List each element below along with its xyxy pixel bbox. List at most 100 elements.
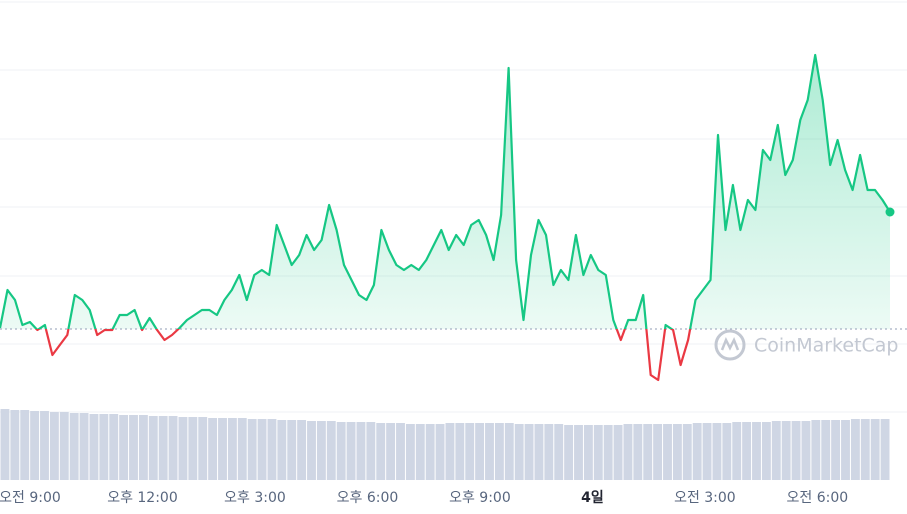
volume-bar — [49, 412, 59, 480]
volume-bar — [653, 424, 663, 480]
volume-bar — [297, 420, 307, 480]
volume-bar — [485, 423, 494, 480]
price-line-up — [0, 53, 891, 329]
volume-bar — [396, 423, 405, 480]
volume-bar — [158, 416, 168, 480]
volume-bar — [89, 414, 99, 480]
volume-bar — [79, 413, 89, 480]
volume-bar — [386, 423, 396, 480]
x-tick-label: 오전 3:00 — [674, 490, 736, 506]
volume-bar — [831, 420, 841, 480]
volume-bar — [722, 423, 732, 480]
volume-bar — [168, 416, 178, 480]
volume-bar — [405, 424, 415, 480]
volume-bar — [188, 417, 198, 480]
volume-bar — [791, 421, 801, 480]
volume-bar — [307, 421, 316, 480]
volume-bar — [583, 425, 593, 480]
x-tick-label: 오전 9:00 — [0, 490, 61, 506]
volume-bar — [494, 423, 504, 480]
volume-bar — [208, 418, 218, 480]
x-tick-label: 오후 6:00 — [337, 490, 399, 506]
volume-bar — [129, 415, 138, 480]
volume-bar — [99, 414, 109, 480]
volume-bar — [40, 411, 49, 480]
volume-bar — [702, 423, 712, 480]
volume-bar — [415, 424, 425, 480]
watermark-text: CoinMarketCap — [754, 335, 899, 357]
volume-bar — [227, 418, 237, 480]
volume-bar — [781, 421, 791, 480]
volume-bar — [633, 424, 643, 480]
volume-bar — [178, 417, 188, 480]
volume-bar — [376, 423, 386, 480]
volume-bar — [544, 424, 554, 480]
volume-bar — [613, 425, 623, 480]
volume-bar — [198, 417, 208, 480]
volume-bar — [59, 412, 69, 480]
volume-bar — [732, 422, 742, 480]
volume-bar — [218, 418, 227, 480]
last-point — [885, 207, 895, 217]
volume-bar — [603, 425, 613, 480]
volume-bar — [20, 410, 30, 480]
volume-bar — [574, 425, 583, 480]
x-tick-label: 오후 3:00 — [224, 490, 286, 506]
volume-bar — [257, 419, 267, 480]
volume-bar — [435, 424, 445, 480]
volume-bar — [69, 413, 79, 480]
x-tick-label: 오후 12:00 — [107, 490, 178, 506]
volume-bar — [119, 415, 129, 480]
volume-bar — [455, 423, 465, 480]
volume-bar — [504, 423, 514, 480]
volume-bar — [514, 424, 524, 480]
volume-bar — [672, 424, 682, 480]
volume-bar — [761, 422, 771, 480]
volume-bar — [771, 421, 781, 480]
volume-bar — [475, 423, 485, 480]
volume-bar — [30, 411, 40, 480]
volume-bar — [356, 422, 366, 480]
volume-bar — [247, 419, 257, 480]
volume-bar — [682, 424, 692, 480]
volume-bar — [524, 424, 534, 480]
volume-bar — [752, 422, 761, 480]
volume-bar — [860, 419, 870, 480]
watermark: CoinMarketCap — [714, 329, 899, 361]
volume-bar — [445, 423, 455, 480]
volume-bar — [287, 420, 297, 480]
volume-bar — [663, 424, 672, 480]
volume-bar — [109, 414, 119, 480]
volume-bar — [801, 421, 811, 480]
x-tick-label: 오후 9:00 — [449, 490, 511, 506]
volume-bar — [465, 423, 475, 480]
volume-bar — [336, 422, 346, 480]
volume-bar — [366, 422, 376, 480]
volume-bar — [10, 410, 20, 480]
volume-bar — [148, 416, 158, 480]
volume-bar — [277, 420, 287, 480]
volume-bar — [138, 415, 148, 480]
volume-bar — [811, 420, 821, 480]
price-area — [0, 55, 890, 329]
x-tick-label: 4일 — [581, 490, 604, 506]
volume-bar — [841, 420, 850, 480]
watermark-logo — [720, 336, 740, 351]
volume-bar — [742, 422, 752, 480]
volume-bar — [692, 423, 702, 480]
volume-bar — [593, 425, 603, 480]
volume-bar — [623, 424, 633, 480]
volume-bar — [850, 419, 860, 480]
volume-bar — [880, 419, 890, 480]
volume-bar — [870, 419, 880, 480]
volume-bar — [267, 419, 277, 480]
volume-bar — [326, 421, 336, 480]
volume-bar — [821, 420, 831, 480]
volume-bar — [0, 409, 10, 480]
volume-bar — [534, 424, 544, 480]
volume-bar — [425, 424, 435, 480]
volume-bar — [316, 421, 326, 480]
volume-bar — [554, 424, 564, 480]
volume-bar — [712, 423, 722, 480]
